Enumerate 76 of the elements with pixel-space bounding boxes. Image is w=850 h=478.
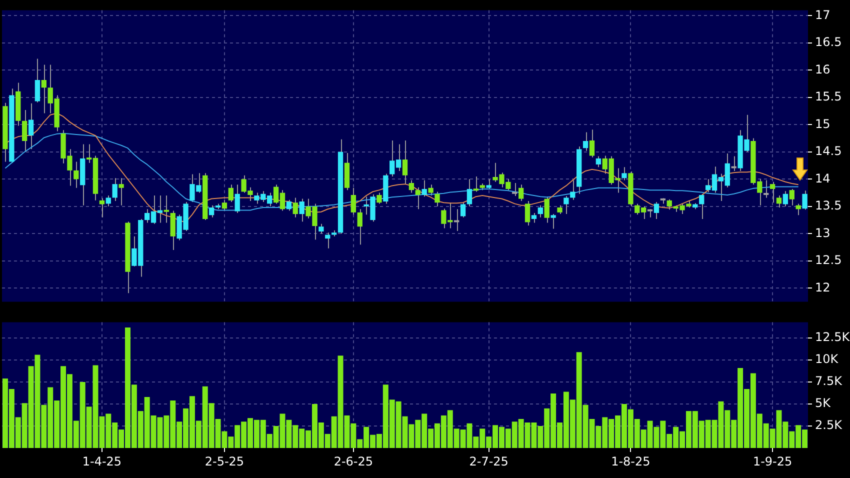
candlestick — [596, 156, 602, 168]
candlestick — [286, 199, 292, 212]
candlestick — [222, 199, 228, 212]
y-tick-label: 7.5K — [815, 374, 844, 388]
candlestick — [570, 180, 576, 200]
candlestick — [782, 190, 788, 207]
candlestick — [589, 129, 595, 158]
candlestick — [524, 200, 530, 226]
y-tick-label: 17 — [815, 8, 830, 22]
candlestick — [376, 192, 382, 204]
candlestick — [666, 198, 672, 210]
candlestick — [531, 212, 537, 224]
y-tick-label: 16 — [815, 62, 830, 76]
candlestick — [699, 193, 704, 220]
candlestick — [454, 208, 460, 232]
x-tick-label: 2-6-25 — [334, 454, 374, 468]
y-tick-label: 15 — [815, 116, 830, 131]
candlestick — [466, 178, 472, 207]
candlestick — [776, 195, 782, 208]
candlestick — [544, 196, 550, 224]
y-tick-label: 12.5 — [815, 253, 842, 268]
y-tick-label: 14.5 — [815, 144, 842, 158]
candlestick — [796, 203, 801, 216]
candlestick — [228, 184, 234, 203]
candlestick — [486, 178, 492, 190]
y-tick-label: 5K — [815, 396, 832, 410]
candlestick — [434, 191, 440, 207]
candlestick — [299, 198, 304, 222]
candlestick — [350, 187, 356, 216]
y-tick-label: 12.5K — [815, 330, 850, 344]
candlestick — [582, 132, 588, 152]
candlestick — [460, 202, 466, 218]
candlestick — [74, 161, 79, 188]
candlestick — [512, 182, 518, 197]
candlestick — [564, 196, 569, 215]
y-tick-label: 13 — [815, 226, 830, 240]
candlestick — [408, 180, 414, 194]
candlestick — [208, 204, 214, 218]
candlestick — [41, 64, 46, 114]
x-tick-label: 2-7-25 — [469, 454, 508, 468]
candlestick — [802, 190, 808, 210]
y-tick-label: 14 — [815, 171, 830, 186]
candlestick — [106, 195, 111, 207]
candlestick — [770, 181, 776, 204]
y-tick-label: 2.5K — [815, 418, 844, 432]
candlestick — [112, 178, 118, 202]
candlestick — [292, 197, 298, 218]
candlestick — [28, 102, 34, 150]
y-tick-label: 15.5 — [815, 90, 842, 104]
candlestick — [402, 140, 408, 185]
candlestick — [473, 176, 479, 192]
x-tick-label: 1-8-25 — [611, 454, 650, 468]
y-tick-label: 10K — [815, 352, 840, 366]
y-tick-label: 13.5 — [815, 198, 842, 213]
candlestick — [318, 223, 324, 234]
y-tick-label: 16.5 — [815, 35, 842, 50]
x-tick-label: 1-4-25 — [82, 454, 122, 468]
candlestick — [118, 178, 124, 206]
candlestick — [550, 214, 556, 230]
candlestick — [764, 180, 769, 198]
candlestick — [164, 195, 170, 224]
candlestick — [234, 184, 240, 214]
candlestick — [22, 109, 28, 152]
candlestick — [34, 58, 40, 103]
candlestick — [170, 210, 176, 251]
candlestick — [622, 166, 627, 181]
candlestick — [428, 184, 434, 196]
candlestick — [415, 186, 420, 210]
candlestick — [789, 188, 794, 206]
candlestick — [422, 180, 427, 198]
candlestick — [731, 156, 736, 172]
candlestick — [357, 208, 362, 246]
candlestick — [538, 204, 543, 218]
x-tick-label: 2-5-25 — [204, 454, 244, 468]
x-tick-label: 1-9-25 — [752, 454, 792, 468]
y-tick-label: 12 — [815, 280, 830, 294]
